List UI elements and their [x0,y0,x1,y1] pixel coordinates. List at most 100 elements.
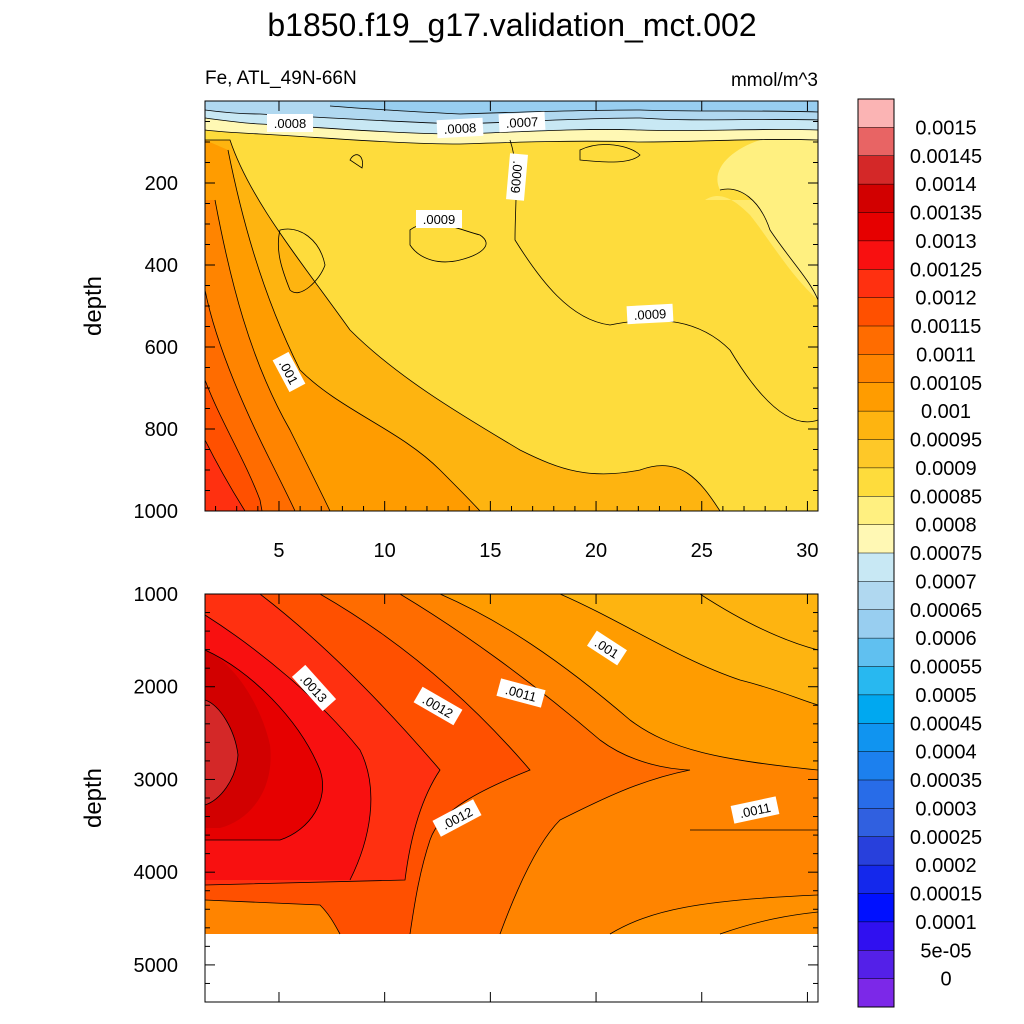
colorbar-label: 0.00045 [910,713,982,735]
upper-clabel: .0008 [274,116,307,131]
lower-y-tick-label: 4000 [134,862,179,884]
upper-x-tick-label: 30 [796,540,818,562]
upper-y-tick-label: 1000 [134,501,179,523]
colorbar-swatch [858,297,894,327]
colorbar-label: 0.00135 [910,203,982,225]
colorbar-swatch [858,155,894,185]
upper-clabel: .0008 [443,120,476,137]
colorbar-swatch [858,354,894,384]
colorbar-swatch [858,780,894,809]
colorbar-label: 0.001 [921,401,971,423]
upper-clabel: .0007 [505,114,538,131]
lower-y-tick-label: 3000 [134,769,179,791]
upper-clabel: .0009 [508,160,526,194]
colorbar-swatch [858,382,894,412]
upper-x-tick-label: 15 [479,540,501,562]
colorbar-swatch [858,99,894,128]
colorbar-label: 0.00085 [910,486,982,508]
colorbar-swatch [858,553,894,582]
colorbar-label: 0.00105 [910,373,982,395]
lower-y-tick-label: 2000 [134,677,179,699]
colorbar-label: 0.0001 [915,912,976,934]
colorbar-label: 0.00025 [910,827,982,849]
lower-region-00105-bottom [205,900,340,934]
colorbar-label: 0.0004 [915,742,976,764]
upper-y-tick-label: 200 [145,173,178,195]
lower-region-0014 [205,700,238,805]
upper-region-surface-00075 [205,118,818,144]
colorbar-swatch [858,411,894,440]
colorbar-label: 0.00065 [910,600,982,622]
colorbar-label: 0.00145 [910,146,982,168]
colorbar-swatch [858,127,894,157]
colorbar-swatch [858,581,894,611]
colorbar-frame [857,98,895,1008]
colorbar-label: 0.0011 [916,344,976,366]
colorbar-label: 0 [940,969,951,991]
colorbar-swatch [858,467,894,497]
colorbar-label: 0.0008 [915,515,976,537]
lower-region-001-bottom [610,895,818,934]
colorbar-swatch [858,609,894,639]
upper-clabel: .0009 [423,212,456,227]
upper-contour-fill: .0008 .0008 .0007 .0009 .0009 .0009 .001 [205,101,818,511]
colorbar-label: 0.0013 [915,231,976,253]
colorbar-label: 0.0009 [915,458,976,480]
colorbar-label: 0.0006 [915,628,976,650]
colorbar-label: 5e-05 [920,940,971,962]
colorbar-swatch [858,184,894,213]
colorbar-label: 0.0015 [915,117,976,139]
colorbar-swatch [858,808,894,838]
upper-ticks: 5 10 15 20 25 30 200 400 600 800 1000 [134,101,819,562]
colorbar-label: 0.0005 [915,685,976,707]
colorbar-swatch [858,893,894,923]
lower-panel: .001 .0013 .0012 .0011 .0012 .0011 1000 2… [80,584,819,1003]
lower-y-tick-label: 1000 [134,584,179,606]
upper-y-tick-label: 600 [145,337,178,359]
colorbar-label: 0.00125 [910,259,982,281]
colorbar-label: 0.00035 [910,770,982,792]
upper-contour-labels: .0008 .0008 .0007 .0009 .0009 .0009 .001 [267,111,674,393]
colorbar-swatch [858,751,894,781]
lower-contour-lines [205,594,818,935]
upper-ylabel: depth [80,276,107,336]
colorbar-swatch [858,326,894,355]
lower-contour-labels: .001 .0013 .0012 .0011 .0012 .0011 [291,630,780,837]
colorbar-label: 0.00095 [910,430,982,452]
colorbar-swatch [858,638,894,667]
colorbar-label: 0.00115 [911,316,982,338]
upper-y-tick-label: 800 [145,419,178,441]
colorbar-label: 0.0012 [915,288,976,310]
colorbar-label: 0.0014 [915,174,976,196]
colorbar-label: 0.00015 [910,884,982,906]
lower-clabel: .0011 [738,800,772,821]
lower-ticks: 1000 2000 3000 4000 5000 [134,584,818,1002]
upper-x-tick-label: 10 [374,540,396,562]
colorbar-swatch [858,978,894,1008]
colorbar-swatch [858,723,894,753]
colorbar-label: 0.00055 [910,657,982,679]
upper-region-0012 [205,440,245,511]
colorbar-swatch [858,865,894,894]
colorbar-label: 0.0003 [915,798,976,820]
colorbar-swatch [858,439,894,469]
variable-label: Fe, ATL_49N-66N [205,68,357,89]
lower-ylabel: depth [80,768,107,828]
colorbar-swatch [858,836,894,866]
colorbar-label: 0.0002 [915,855,976,877]
upper-y-tick-label: 400 [145,255,178,277]
colorbar-swatch [858,496,894,526]
colorbar-swatch [858,240,894,270]
colorbar-label: 0.0007 [915,571,976,593]
lower-contour-fill: .001 .0013 .0012 .0011 .0012 .0011 [205,594,818,1002]
colorbar-swatch [858,694,894,724]
upper-x-tick-label: 25 [691,540,713,562]
colorbar-swatch [858,666,894,696]
colorbar-label: 0.00075 [910,543,982,565]
lower-no-data-region [205,934,818,1002]
chart-title: b1850.f19_g17.validation_mct.002 [267,7,756,43]
colorbar-swatch [858,921,894,951]
colorbar-swatch [858,950,894,980]
colorbar-swatch [858,269,894,299]
